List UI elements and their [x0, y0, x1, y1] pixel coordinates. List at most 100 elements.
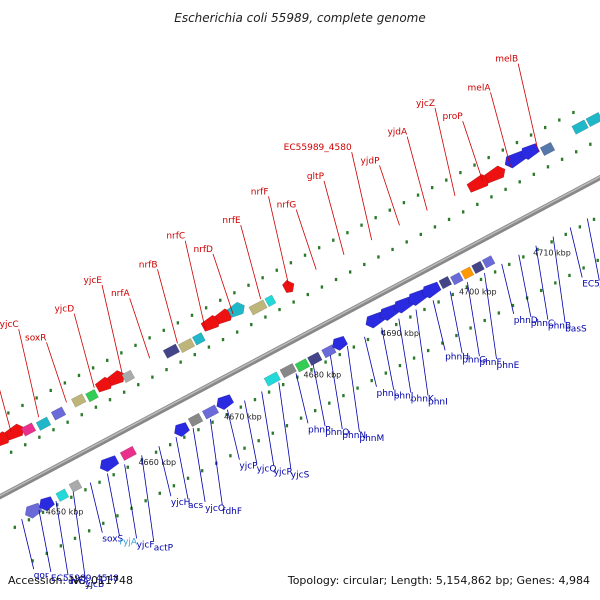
- gene-connector: [46, 342, 67, 403]
- track-dot: [346, 231, 349, 235]
- gene-feature: [55, 488, 70, 502]
- gene-connector: [141, 455, 155, 542]
- gene-label: EC55989_4598: [582, 280, 600, 290]
- track-dot: [469, 326, 472, 330]
- gene-connector: [398, 318, 412, 393]
- track-dot: [112, 473, 115, 477]
- gene-feature: [35, 416, 52, 431]
- track-dot: [497, 311, 501, 315]
- gene-label: basS: [565, 325, 587, 335]
- track-dot: [31, 559, 34, 563]
- gene-connector: [517, 63, 539, 152]
- track-dot: [7, 411, 10, 415]
- gene-feature: [248, 299, 268, 316]
- gene-label: phnK: [411, 395, 435, 405]
- gene-feature: [187, 412, 204, 428]
- track-dot: [479, 277, 483, 282]
- gene-connector: [21, 519, 35, 570]
- track-dot: [186, 476, 190, 480]
- track-dot: [578, 225, 582, 229]
- gene-feature: [438, 275, 453, 290]
- track-dot: [13, 525, 16, 529]
- track-dot: [476, 202, 479, 206]
- track-dot: [221, 337, 225, 342]
- track-dot: [582, 266, 585, 270]
- gene-label: yjdP: [361, 156, 381, 166]
- gene-connector: [244, 400, 257, 463]
- track-dot: [77, 373, 81, 378]
- gene-label: soxR: [25, 333, 47, 343]
- track-dot: [592, 217, 596, 221]
- gene-connector: [364, 336, 377, 387]
- track-dot: [433, 225, 437, 229]
- kbp-tick-label: 4660 kbp: [138, 458, 176, 467]
- kbp-tick-label: 4690 kbp: [381, 329, 419, 338]
- gene-connector: [209, 418, 223, 505]
- track-dot: [338, 352, 341, 357]
- track-dot: [515, 140, 519, 145]
- gene-connector: [415, 309, 429, 396]
- track-dot: [493, 270, 497, 274]
- track-dot: [360, 223, 363, 227]
- track-dot: [225, 413, 228, 417]
- gene-connector: [129, 298, 151, 359]
- track-dot: [451, 292, 454, 297]
- track-dot: [267, 390, 271, 394]
- track-dot: [447, 217, 451, 222]
- track-dot: [38, 435, 41, 439]
- track-dot: [334, 277, 338, 282]
- gene-label: yjcR: [274, 468, 293, 478]
- track-dot: [45, 551, 48, 555]
- gene-connector: [586, 218, 600, 281]
- track-dot: [158, 491, 161, 495]
- track-dot: [211, 420, 214, 424]
- gene-connector: [462, 120, 484, 182]
- track-dot: [154, 450, 158, 454]
- gene-label: yjcD: [54, 305, 74, 315]
- track-dot: [9, 450, 13, 454]
- kbp-tick-label: 4670 kbp: [224, 413, 262, 422]
- track-dot: [264, 315, 267, 319]
- map-title: Escherichia coli 55989, complete genome: [174, 11, 426, 25]
- track-dot: [66, 420, 69, 424]
- gene-feature: [70, 393, 87, 408]
- track-dot: [306, 292, 309, 297]
- gene-connector: [227, 409, 240, 460]
- genome-summary-text: Topology: circular; Length: 5,154,862 bp…: [287, 574, 590, 587]
- gene-label: phnC: [531, 319, 554, 329]
- track-dot: [402, 201, 406, 205]
- gene-connector: [295, 373, 309, 424]
- gene-label: nrfG: [277, 201, 297, 211]
- gene-label: nrfE: [222, 216, 241, 226]
- gene-label: yjcQ: [257, 465, 277, 475]
- gene-connector: [295, 209, 317, 270]
- track-dot: [313, 409, 317, 413]
- track-dot: [59, 544, 63, 548]
- gene-feature: [481, 255, 496, 269]
- gene-label: qor: [34, 571, 49, 581]
- track-dot: [320, 285, 324, 289]
- track-dot: [257, 439, 260, 443]
- gene-label: yjcZ: [416, 99, 435, 109]
- gene-feature: [85, 388, 99, 403]
- track-dot: [102, 521, 105, 525]
- track-dot: [168, 443, 172, 447]
- track-dot: [271, 431, 274, 435]
- track-dot: [148, 336, 151, 340]
- gene-connector: [379, 165, 400, 226]
- track-dot: [529, 133, 533, 137]
- track-dot: [134, 343, 137, 347]
- track-dot: [536, 247, 539, 251]
- gene-label: uvrA: [68, 577, 90, 587]
- track-dot: [465, 285, 469, 289]
- track-dot: [328, 401, 331, 405]
- gene-connector: [124, 464, 137, 539]
- track-dot: [172, 484, 176, 488]
- gene-connector: [351, 152, 373, 241]
- track-dot: [165, 368, 168, 372]
- track-dot: [70, 495, 73, 499]
- gene-connector: [569, 227, 583, 278]
- gene-label: ryjA: [119, 538, 138, 548]
- track-dot: [229, 454, 232, 458]
- track-dot: [317, 246, 321, 250]
